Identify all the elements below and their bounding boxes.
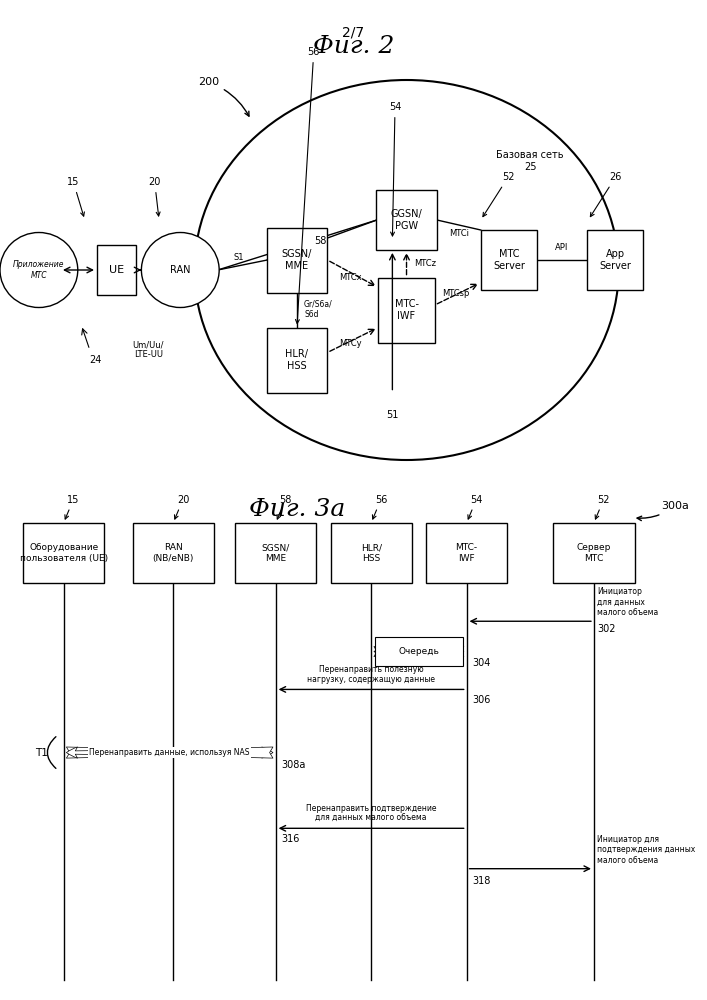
Text: 56: 56 — [296, 47, 320, 323]
FancyBboxPatch shape — [376, 190, 436, 250]
Text: Перенаправить подтверждение
для данных малого объема: Перенаправить подтверждение для данных м… — [306, 804, 436, 823]
Text: MTCz: MTCz — [414, 259, 436, 268]
Text: 56: 56 — [373, 495, 387, 519]
Text: Gr/S6a/
S6d: Gr/S6a/ S6d — [304, 299, 333, 319]
Ellipse shape — [141, 232, 219, 308]
Text: HLR/
HSS: HLR/ HSS — [286, 349, 308, 371]
Text: API: API — [556, 243, 568, 252]
Text: 15: 15 — [65, 495, 80, 519]
Text: MTCi: MTCi — [449, 229, 469, 238]
FancyBboxPatch shape — [98, 245, 136, 295]
Text: 318: 318 — [472, 876, 491, 886]
Text: 20: 20 — [148, 177, 161, 216]
FancyBboxPatch shape — [426, 523, 508, 583]
Text: 54: 54 — [389, 102, 402, 236]
Text: 15: 15 — [67, 177, 84, 216]
Text: 26: 26 — [590, 172, 622, 217]
Text: RAN
(NB/eNB): RAN (NB/eNB) — [153, 543, 194, 563]
Ellipse shape — [0, 232, 78, 308]
Text: 52: 52 — [595, 495, 610, 519]
Text: RAN: RAN — [170, 265, 190, 275]
Text: 2/7: 2/7 — [342, 25, 365, 39]
FancyBboxPatch shape — [553, 523, 635, 583]
FancyBboxPatch shape — [133, 523, 214, 583]
Text: 300a: 300a — [637, 501, 689, 521]
Text: 52: 52 — [483, 172, 515, 217]
Text: Оборудование
пользователя (UE): Оборудование пользователя (UE) — [20, 543, 107, 563]
FancyBboxPatch shape — [23, 523, 105, 583]
Text: SGSN/
MME: SGSN/ MME — [262, 543, 290, 563]
Text: S1: S1 — [234, 253, 244, 262]
FancyBboxPatch shape — [267, 228, 327, 292]
Text: 308a: 308a — [281, 760, 305, 770]
Text: 304: 304 — [472, 658, 491, 668]
Text: 20: 20 — [175, 495, 189, 519]
Text: Базовая сеть
25: Базовая сеть 25 — [496, 150, 564, 172]
Text: App
Server: App Server — [599, 249, 631, 271]
Text: Инициатор
для данных
малого объема: Инициатор для данных малого объема — [597, 587, 659, 617]
FancyBboxPatch shape — [235, 523, 317, 583]
Text: Перенаправить данные, используя NAS: Перенаправить данные, используя NAS — [89, 748, 250, 757]
Text: Сервер
МТС: Сервер МТС — [577, 543, 611, 563]
Text: Фиг. 3а: Фиг. 3а — [249, 498, 345, 521]
Text: Перенаправить полезную
нагрузку, содержащую данные: Перенаправить полезную нагрузку, содержа… — [307, 665, 436, 684]
Text: 316: 316 — [281, 834, 300, 844]
Text: MTCx: MTCx — [339, 272, 361, 282]
Text: 54: 54 — [468, 495, 483, 519]
Text: UE: UE — [109, 265, 124, 275]
FancyBboxPatch shape — [267, 328, 327, 392]
Text: 306: 306 — [472, 695, 491, 705]
Text: MTCsp: MTCsp — [443, 290, 469, 298]
Text: GGSN/
PGW: GGSN/ PGW — [391, 209, 422, 231]
FancyBboxPatch shape — [481, 230, 537, 290]
FancyBboxPatch shape — [331, 523, 411, 583]
Text: Um/Uu/
LTE-UU: Um/Uu/ LTE-UU — [133, 340, 164, 359]
Text: MTC-
IWF: MTC- IWF — [395, 299, 419, 321]
Text: 200: 200 — [198, 77, 249, 116]
Text: MTC-
IWF: MTC- IWF — [455, 543, 478, 563]
Text: MTCy: MTCy — [339, 338, 361, 348]
Text: Фиг. 2: Фиг. 2 — [312, 35, 395, 58]
FancyBboxPatch shape — [587, 230, 643, 290]
Text: Очередь: Очередь — [399, 647, 439, 656]
FancyBboxPatch shape — [378, 277, 435, 342]
Text: 58: 58 — [314, 236, 327, 246]
FancyBboxPatch shape — [375, 637, 462, 666]
Text: SGSN/
MME: SGSN/ MME — [282, 249, 312, 271]
Text: 24: 24 — [89, 355, 102, 365]
Text: HLR/
HSS: HLR/ HSS — [361, 543, 382, 563]
Text: 58: 58 — [277, 495, 292, 519]
Text: 302: 302 — [597, 624, 616, 634]
Text: T1: T1 — [35, 748, 48, 758]
Text: Инициатор для
подтверждения данных
малого объема: Инициатор для подтверждения данных малог… — [597, 835, 696, 865]
Text: 51: 51 — [386, 410, 399, 420]
Text: Приложение
МТС: Приложение МТС — [13, 260, 64, 280]
Text: MTC
Server: MTC Server — [493, 249, 525, 271]
